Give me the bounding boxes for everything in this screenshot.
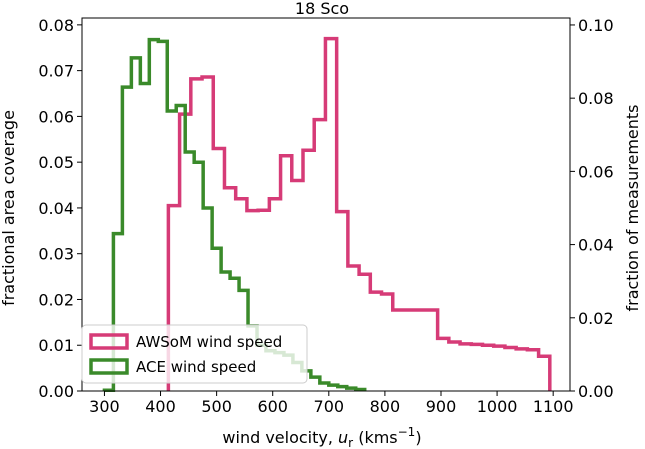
left-y-tick-label: 0.04 [38,199,74,218]
x-tick-label: 600 [257,397,288,416]
right-y-tick-label: 0.04 [578,236,614,255]
x-axis-title: wind velocity, ur (kms−1) [222,425,421,449]
left-y-tick-label: 0.02 [38,290,74,309]
legend-swatch-awsom [89,333,129,350]
x-tick-label: 700 [314,397,345,416]
x-tick-label: 400 [145,397,176,416]
legend-box [81,324,308,384]
x-axis-ticks: 300 400 500 600 700 800 900 1000 1100 [89,391,574,416]
right-y-axis-ticks: 0.00 0.02 0.04 0.06 0.08 0.10 [570,16,614,401]
plot-series [102,36,552,393]
left-y-axis-ticks: 0.00 0.01 0.02 0.03 0.04 0.05 0.06 0.07 0.08 [38,16,82,401]
x-axis-title-var: u [338,428,348,447]
left-y-axis-title: fractional area coverage [0,110,18,306]
awsom-histogram-series [166,36,552,391]
ace-histogram-series [102,37,367,393]
left-y-tick-label: 0.06 [38,107,74,126]
right-y-tick-label: 0.02 [578,309,614,328]
left-y-tick-label: 0.00 [38,382,74,401]
right-y-tick-label: 0.06 [578,162,614,181]
left-y-tick-label: 0.05 [38,153,74,172]
x-axis-title-sub: r [348,436,353,449]
x-tick-label: 1000 [477,397,518,416]
x-tick-label: 800 [370,397,401,416]
x-axis-title-sup: −1 [398,425,416,439]
x-tick-label: 300 [89,397,120,416]
legend-label-awsom: AWSoM wind speed [136,333,282,351]
x-axis-title-unit-close: ) [415,428,421,447]
legend: AWSoM wind speed ACE wind speed [81,324,308,384]
right-y-tick-label: 0.08 [578,89,614,108]
x-axis-title-prefix: wind velocity, [222,428,338,447]
left-y-tick-label: 0.08 [38,16,74,35]
legend-label-ace: ACE wind speed [136,358,256,376]
left-y-tick-label: 0.07 [38,62,74,81]
right-y-tick-label: 0.10 [578,16,614,35]
left-y-tick-label: 0.03 [38,245,74,264]
plot-frame [81,17,571,392]
x-tick-label: 500 [201,397,232,416]
x-axis-title-unit-open: (kms [353,428,398,447]
x-tick-label: 900 [426,397,457,416]
right-y-axis-title: fraction of measurements [623,104,642,311]
right-y-tick-label: 0.00 [578,382,614,401]
chart-title: 18 Sco [295,0,349,18]
legend-swatch-ace [89,358,129,375]
x-tick-label: 1100 [533,397,574,416]
left-y-tick-label: 0.01 [38,336,74,355]
